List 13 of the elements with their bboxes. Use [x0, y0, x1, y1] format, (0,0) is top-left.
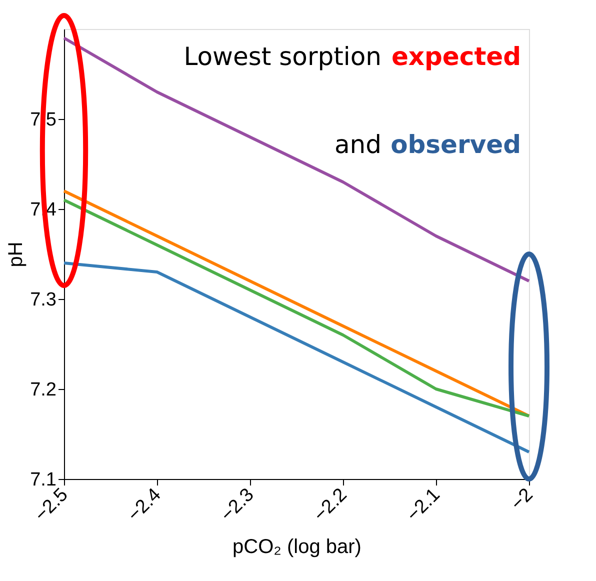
y-axis-title: pH: [5, 242, 28, 268]
line-series: [62, 262, 530, 454]
x-tick-label: −2: [507, 484, 538, 515]
x-tick-label: −2.2: [310, 484, 352, 526]
line-series: [62, 36, 530, 282]
annotation: and observed: [334, 130, 521, 159]
annotation: Lowest sorption expected: [184, 42, 521, 71]
x-tick-label: −2.1: [402, 484, 444, 526]
x-tick-label: −2.3: [216, 484, 258, 526]
y-tick-label: 7.3: [30, 290, 56, 310]
x-axis-title: pCO₂ (log bar): [232, 536, 362, 558]
y-tick-label: 7.2: [30, 380, 56, 400]
x-tick-label: −2.4: [124, 484, 166, 526]
